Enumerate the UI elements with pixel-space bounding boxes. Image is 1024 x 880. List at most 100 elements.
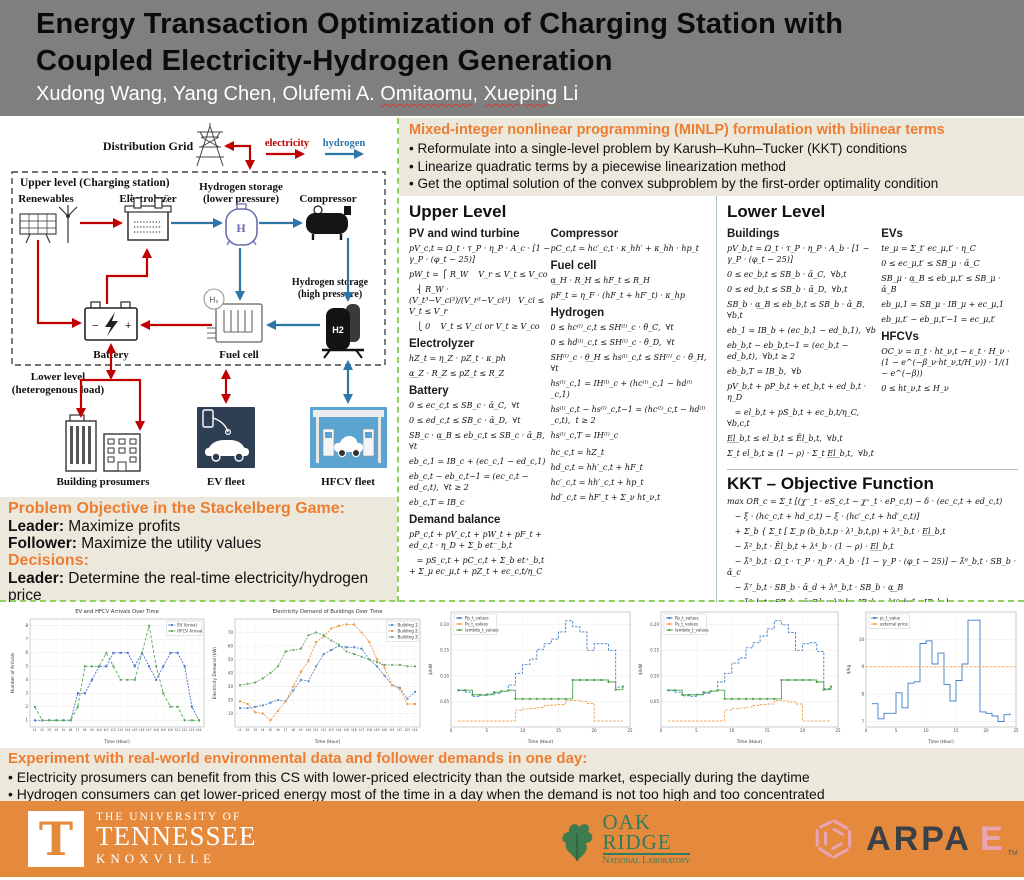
svg-text:40: 40 [228, 670, 234, 675]
experiment-bullet-list: Electricity prosumers can benefit from t… [8, 769, 1016, 803]
equation-group: EVs te_μ = Σ_t′ ec_μ,t′ · η_C 0 ≤ ec_μ,t′ … [881, 228, 1018, 325]
arpa-e-letter: E [979, 819, 1006, 858]
equation-line: = el_b,t + pS_b,t + ec_b,t/η_C, ∀b,c,t [727, 408, 865, 428]
svg-text:10: 10 [859, 637, 865, 642]
equation-line: eb_c,t − eb_c,t−1 = (ec_c,t − ed_c,t), ∀… [409, 472, 531, 492]
equation-line: eb_b,t − eb_b,t−1 = (ec_b,t − ed_b,t), ∀… [727, 341, 851, 361]
svg-text:t9: t9 [90, 728, 93, 732]
svg-text:t24: t24 [412, 728, 417, 732]
svg-text:t6: t6 [69, 728, 72, 732]
svg-text:0.15: 0.15 [650, 648, 659, 653]
svg-text:5: 5 [486, 728, 489, 733]
equation-line: 0 ≤ ed_b,t ≤ SB_b · ᾱ_D, ∀b,t [727, 285, 848, 294]
equation-line: hd′_c,t = hF′_t + Σ_ν ht_ν,t [550, 493, 661, 502]
equation-line: eb_μ,1 = SB_μ · IB_μ + ec_μ,1 [881, 300, 1004, 309]
legend-entry: Ps_t_values [675, 621, 698, 626]
svg-text:t15: t15 [344, 728, 349, 732]
ornl-line-3: National Laboratory [602, 855, 691, 866]
equations-panel: Upper Level PV and wind turbine pV_c,t = … [399, 196, 1024, 602]
bullet-item: Get the optimal solution of the convex s… [409, 175, 1014, 193]
bullet-item: Hydrogen consumers can get lower-priced … [8, 786, 1016, 803]
svg-text:10: 10 [520, 728, 526, 733]
chart-legend [868, 613, 910, 629]
battery-icon: − + [84, 301, 138, 341]
upper-level-box [11, 171, 386, 366]
equation-line: pV_b,t + pP_b,t + et_b,t + ed_b,t · η_D [727, 382, 869, 402]
legend-entry: Building 2 [398, 628, 418, 633]
svg-text:60: 60 [228, 643, 234, 648]
svg-text:t3: t3 [254, 728, 257, 732]
chart-legend [453, 613, 497, 635]
equation-line: α̲_H · R_H ≤ hF_t ≤ R_H [550, 276, 650, 285]
stackelberg-heading: Problem Objective in the Stackelberg Gam… [8, 500, 345, 517]
svg-text:20: 20 [592, 728, 598, 733]
h-storage-high-label-2: (high pressure) [298, 289, 362, 300]
svg-text:t18: t18 [367, 728, 372, 732]
ut-line-3: KNOXVILLE [96, 851, 217, 866]
equation-line: eb_1 = IB_b + (ec_b,1 − ed_b,1), ∀b [727, 326, 876, 335]
svg-text:15: 15 [765, 728, 771, 733]
svg-text:30: 30 [228, 684, 234, 689]
equation-line: hc′_c,t = hh′_c,t + hp_t [550, 478, 644, 487]
equation-line: E̲l̲_b,t ≤ el_b,t ≤ Ēl_b,t, ∀b,t [727, 434, 843, 443]
svg-text:t8: t8 [292, 728, 295, 732]
upper-level-label: Upper level (Charging station) [20, 177, 170, 189]
equation-line: SB_b · α̲_B ≤ eb_b,t ≤ SB_b · ᾱ_B, ∀b,t [727, 300, 870, 320]
building-prosumers-label: Building prosumers [56, 476, 150, 488]
svg-text:0.05: 0.05 [650, 699, 659, 704]
electrolyzer-plus: + [129, 191, 134, 200]
equation-line: α̲_Z · R_Z ≤ pZ_t ≤ R_Z [409, 369, 505, 378]
equation-group-heading: Demand balance [409, 514, 501, 526]
ut-line-2: TENNESSEE [96, 821, 257, 851]
legend-entry: HFCV Arrival [177, 628, 202, 633]
experiment-heading: Experiment with real-world environmental… [8, 750, 588, 767]
svg-text:7: 7 [25, 637, 28, 642]
y-axis-label: Electricity Demand (kW) [212, 646, 218, 699]
svg-text:0.10: 0.10 [440, 673, 449, 678]
svg-text:t7: t7 [76, 728, 79, 732]
equation-line: pV_b,t = Ω_t · τ_P · η_P · A_b · [1 − γ_… [727, 244, 872, 264]
ornl-line-2: RIDGE [602, 831, 691, 855]
equation-line: pW_t = ⎧ R_W V_r ≤ V_t ≤ V_co [409, 270, 548, 279]
equation-line: eb_c,T = IB_c [409, 498, 465, 507]
svg-text:5: 5 [895, 728, 898, 733]
stackelberg-line-role: Leader: [8, 518, 64, 535]
svg-text:3: 3 [25, 691, 28, 696]
svg-text:t8: t8 [83, 728, 86, 732]
equation-group-heading: Hydrogen [550, 307, 605, 319]
svg-text:t2: t2 [246, 728, 249, 732]
h2-tank-high-icon: H2 [322, 304, 364, 359]
ut-power-t-icon: T [28, 811, 84, 867]
equation-line: 0 ≤ hd⁽ˡ⁾_c,t ≤ SH⁽ˡ⁾_c · θ̄_D, ∀t [550, 338, 675, 347]
equation-line: = pS_c,t + pC_c,t + Σ_b et⁺_b,t + Σ_μ ec… [409, 556, 547, 576]
equation-group-heading: Buildings [727, 228, 780, 240]
equation-group-heading: HFCVs [881, 331, 919, 343]
title-bar: Energy Transaction Optimization of Charg… [0, 0, 1024, 116]
equation-line: eb_μ,t′ − eb_μ,t′−1 = ec_μ,t′ [881, 315, 996, 324]
h-storage-low-label-1: Hydrogen storage [199, 181, 283, 193]
svg-text:t9: t9 [299, 728, 302, 732]
svg-text:t2: t2 [41, 728, 44, 732]
equation-line: hZ_t = η_Z · pZ_t · κ_ph [409, 354, 506, 363]
svg-text:10: 10 [729, 728, 735, 733]
upper-left-equations: PV and wind turbine pV_c,t = Ω_t · τ_P · … [409, 224, 550, 583]
svg-text:15: 15 [556, 728, 562, 733]
equation-line: pF_t = η_F · (hF_t + hF′_t) · κ_hp [550, 291, 685, 300]
chart-svg-3: 0.05 0.10 0.15 0.20 0 5 10 15 20 25 $/kW Time (Hour… [428, 611, 633, 745]
chart-svg-4: 0.05 0.10 0.15 0.20 0 5 10 15 20 25 $/kW Time (Hour… [638, 611, 841, 745]
stackelberg-panel: Problem Objective in the Stackelberg Gam… [0, 497, 397, 621]
h-storage-low-label-2: (lower pressure) [203, 193, 279, 205]
kkt-section: KKT – Objective Function max OR_c = Σ_t … [727, 469, 1018, 602]
equation-line: SH⁽ˡ⁾_c · θ̲_H ≤ hs⁽ˡ⁾_c,t ≤ SH⁽ˡ⁾_c · θ… [550, 353, 707, 373]
legend-entry: external price [880, 621, 908, 626]
stackelberg-line-role: Follower: [8, 535, 77, 552]
svg-text:25: 25 [627, 728, 633, 733]
lower-level-section: Lower Level Buildings pV_b,t = Ω_t · τ_P … [716, 196, 1024, 602]
svg-text:7: 7 [861, 719, 864, 724]
y-axis-label: Number of Arrivals [10, 652, 16, 693]
svg-text:t10: t10 [97, 728, 102, 732]
h2-tank-low-icon: H [225, 203, 258, 246]
stackelberg-heading: Decisions: [8, 552, 89, 569]
